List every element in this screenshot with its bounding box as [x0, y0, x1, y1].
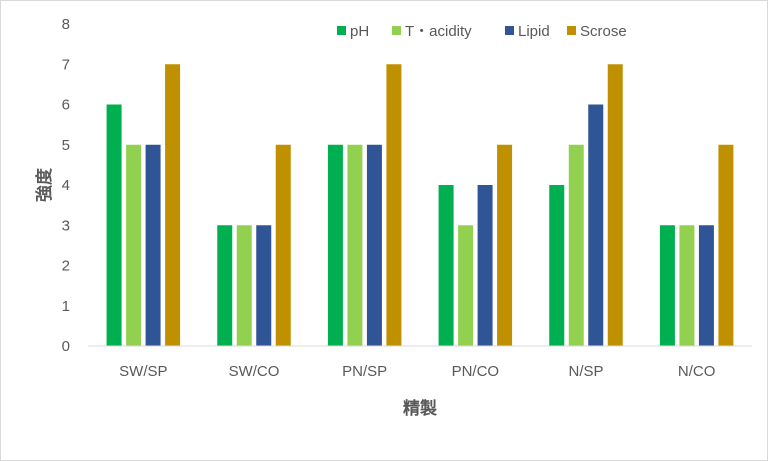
y-tick-label: 3 — [62, 217, 70, 234]
legend-swatch — [337, 26, 346, 35]
x-tick-label: N/SP — [568, 363, 603, 380]
legend-swatch — [567, 26, 576, 35]
bar-ph-pn-sp — [327, 144, 343, 346]
x-tick-label: N/CO — [678, 363, 716, 380]
legend-swatch — [505, 26, 514, 35]
bar-lipid-sw-sp — [145, 144, 161, 346]
bar-lipid-pn-sp — [366, 144, 382, 346]
bar-lipid-n-co — [698, 225, 714, 346]
bar-lipid-sw-co — [256, 225, 272, 346]
bar-tacidity-n-sp — [568, 144, 584, 346]
bar-tacidity-pn-co — [458, 225, 474, 346]
x-tick-label: PN/CO — [452, 363, 500, 380]
bar-tacidity-sw-sp — [126, 144, 142, 346]
bar-scrose-sw-sp — [165, 64, 181, 346]
x-tick-label: SW/SP — [119, 363, 167, 380]
legend-swatch — [392, 26, 401, 35]
y-tick-label: 5 — [62, 137, 70, 154]
bar-lipid-n-sp — [588, 104, 604, 346]
bar-ph-pn-co — [438, 185, 454, 346]
bar-ph-sw-co — [217, 225, 233, 346]
y-tick-label: 6 — [62, 97, 70, 114]
bar-scrose-sw-co — [275, 144, 291, 346]
legend-label: Lipid — [518, 23, 550, 40]
legend-label: Scrose — [580, 23, 627, 40]
legend-label: T・acidity — [405, 23, 472, 40]
bar-scrose-n-sp — [607, 64, 623, 346]
x-tick-label: PN/SP — [342, 363, 387, 380]
bar-scrose-pn-sp — [386, 64, 402, 346]
bar-tacidity-pn-sp — [347, 144, 363, 346]
y-axis-label: 強度 — [34, 167, 54, 202]
y-tick-label: 1 — [62, 298, 70, 315]
x-tick-label: SW/CO — [229, 363, 280, 380]
x-axis-label: 精製 — [403, 398, 437, 418]
bar-tacidity-n-co — [679, 225, 695, 346]
bar-lipid-pn-co — [477, 185, 493, 346]
bar-tacidity-sw-co — [236, 225, 252, 346]
bar-ph-n-co — [659, 225, 675, 346]
y-tick-label: 0 — [62, 338, 70, 355]
y-tick-label: 8 — [62, 16, 70, 33]
bar-scrose-pn-co — [497, 144, 513, 346]
y-tick-label: 4 — [62, 177, 70, 194]
y-tick-label: 2 — [62, 258, 70, 275]
bar-ph-n-sp — [549, 185, 565, 346]
legend: pH T・acidity Lipid Scrose — [337, 23, 627, 40]
bar-scrose-n-co — [718, 144, 734, 346]
legend-label: pH — [350, 23, 369, 40]
bar-ph-sw-sp — [106, 104, 122, 346]
y-tick-label: 7 — [62, 56, 70, 73]
